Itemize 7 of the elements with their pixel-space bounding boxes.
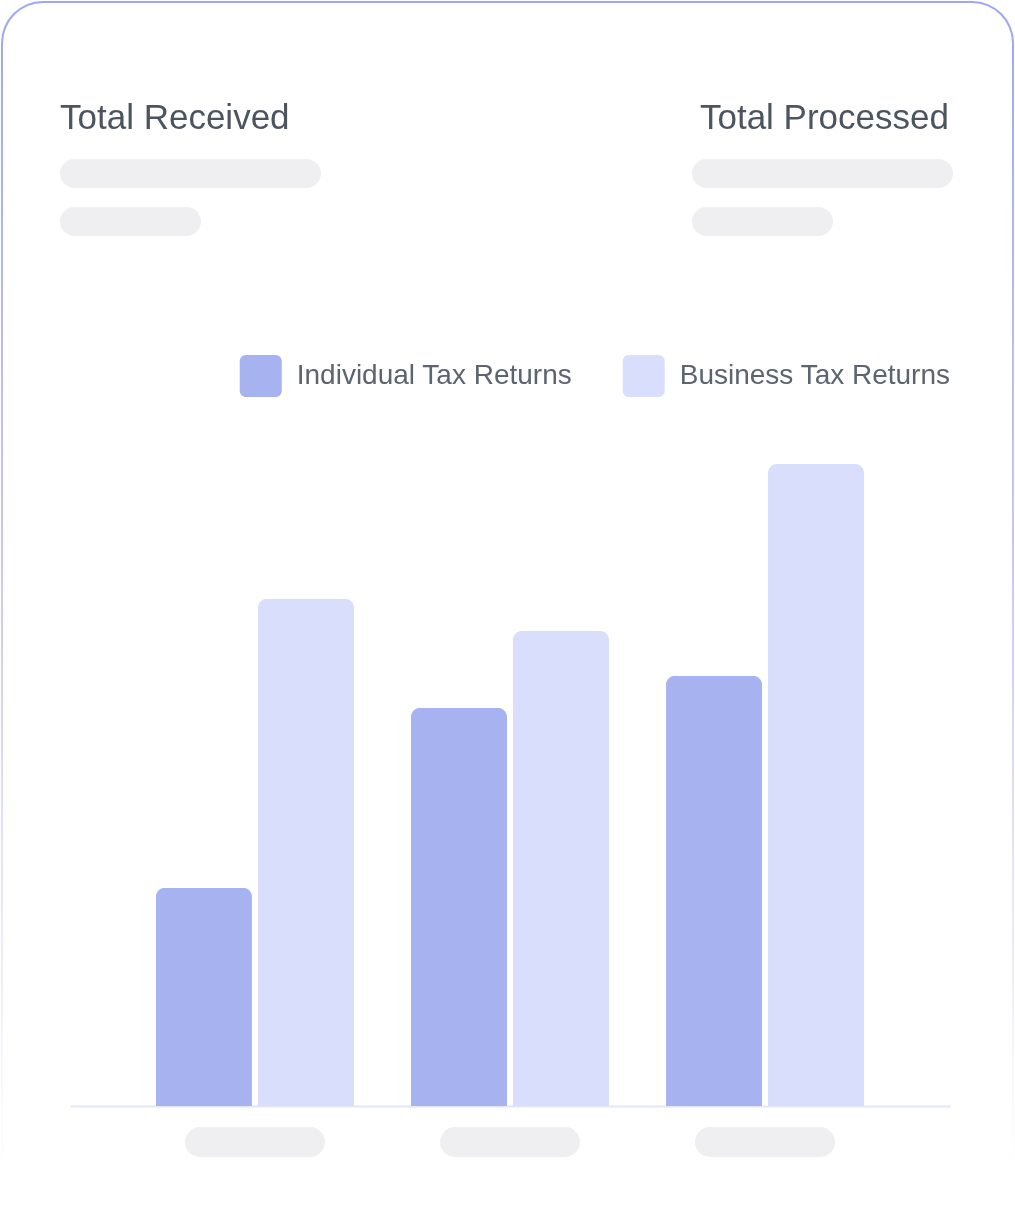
bar [410, 707, 507, 1106]
text: Total Received [60, 97, 290, 136]
legend-label: Individual Tax Returns [296, 359, 572, 390]
legend-label: Business Tax Returns [679, 359, 951, 390]
bar [666, 675, 763, 1106]
text: Total Processed [699, 97, 949, 136]
bar [155, 887, 252, 1106]
